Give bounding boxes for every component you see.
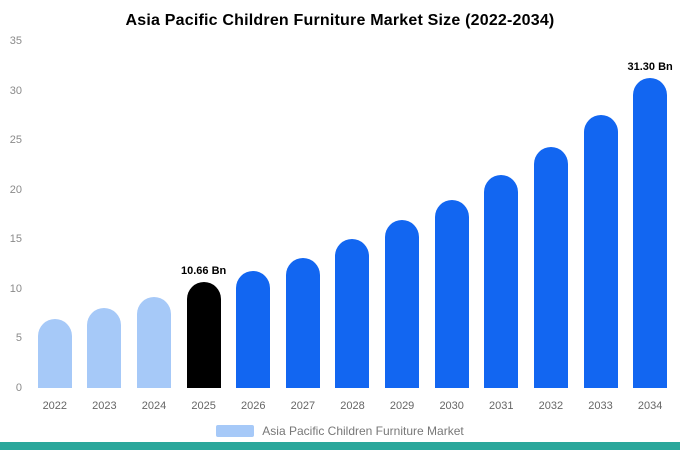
bar-chart: 0 5 10 15 20 25 30 35 2022 2023 2024 10.66 Bn 2025 2… [0, 35, 680, 412]
bar-column: 2027 [278, 41, 328, 412]
bar-column: 2023 [80, 41, 130, 412]
legend-label: Asia Pacific Children Furniture Market [262, 424, 464, 438]
bar-column: 2022 [30, 41, 80, 412]
x-axis-label: 2022 [42, 400, 68, 412]
bar[interactable] [533, 147, 568, 388]
bar-column: 2028 [328, 41, 378, 412]
bar[interactable] [137, 296, 172, 388]
bar[interactable] [484, 174, 519, 388]
bar-column: 2030 [427, 41, 477, 412]
y-tick-label: 10 [9, 282, 22, 295]
x-axis-label: 2033 [588, 400, 613, 412]
x-axis-label: 2026 [241, 400, 266, 412]
legend-swatch [216, 425, 255, 437]
bar[interactable] [633, 77, 668, 388]
bar-column: 10.66 Bn 2025 [179, 41, 229, 412]
y-tick-label: 25 [9, 134, 22, 147]
bars-area: 2022 2023 2024 10.66 Bn 2025 2026 2027 2028 2029… [30, 41, 675, 412]
bar[interactable] [385, 220, 420, 388]
x-axis-label: 2028 [340, 400, 365, 412]
bar-value-label: 10.66 Bn [181, 265, 227, 278]
y-axis: 0 5 10 15 20 25 30 35 [0, 35, 26, 394]
bar[interactable] [186, 282, 221, 388]
footer-strip [0, 442, 680, 450]
y-tick-label: 15 [9, 233, 22, 246]
y-tick-label: 20 [9, 183, 22, 196]
x-axis-label: 2030 [439, 400, 464, 412]
x-axis-label: 2024 [141, 400, 167, 412]
bar-column: 2029 [377, 41, 427, 412]
x-axis-label: 2023 [92, 400, 117, 412]
x-axis-label: 2029 [389, 400, 415, 412]
x-axis-label: 2025 [191, 400, 216, 412]
bar-value-label: 31.30 Bn [627, 60, 673, 73]
bar[interactable] [285, 258, 320, 388]
bar[interactable] [37, 318, 72, 388]
bar[interactable] [236, 271, 271, 388]
y-tick-label: 35 [9, 35, 22, 47]
bar-column: 2031 [476, 41, 526, 412]
x-axis-label: 2032 [538, 400, 564, 412]
bar[interactable] [583, 115, 618, 388]
x-axis-label: 2034 [637, 400, 663, 412]
y-tick-label: 0 [15, 382, 22, 394]
bar-column: 2032 [526, 41, 576, 412]
y-tick-label: 30 [9, 84, 22, 97]
chart-title: Asia Pacific Children Furniture Market S… [125, 12, 555, 29]
bar[interactable] [335, 239, 370, 388]
x-axis-label: 2031 [489, 400, 514, 412]
x-axis-label: 2027 [290, 400, 316, 412]
bar[interactable] [87, 307, 122, 388]
bar-column: 2033 [576, 41, 626, 412]
bar[interactable] [434, 199, 469, 388]
bar-column: 2024 [129, 41, 179, 412]
bar-column: 31.30 Bn 2034 [625, 41, 675, 412]
legend: Asia Pacific Children Furniture Market [0, 424, 680, 438]
bar-column: 2026 [228, 41, 278, 412]
y-tick-label: 5 [15, 332, 22, 345]
